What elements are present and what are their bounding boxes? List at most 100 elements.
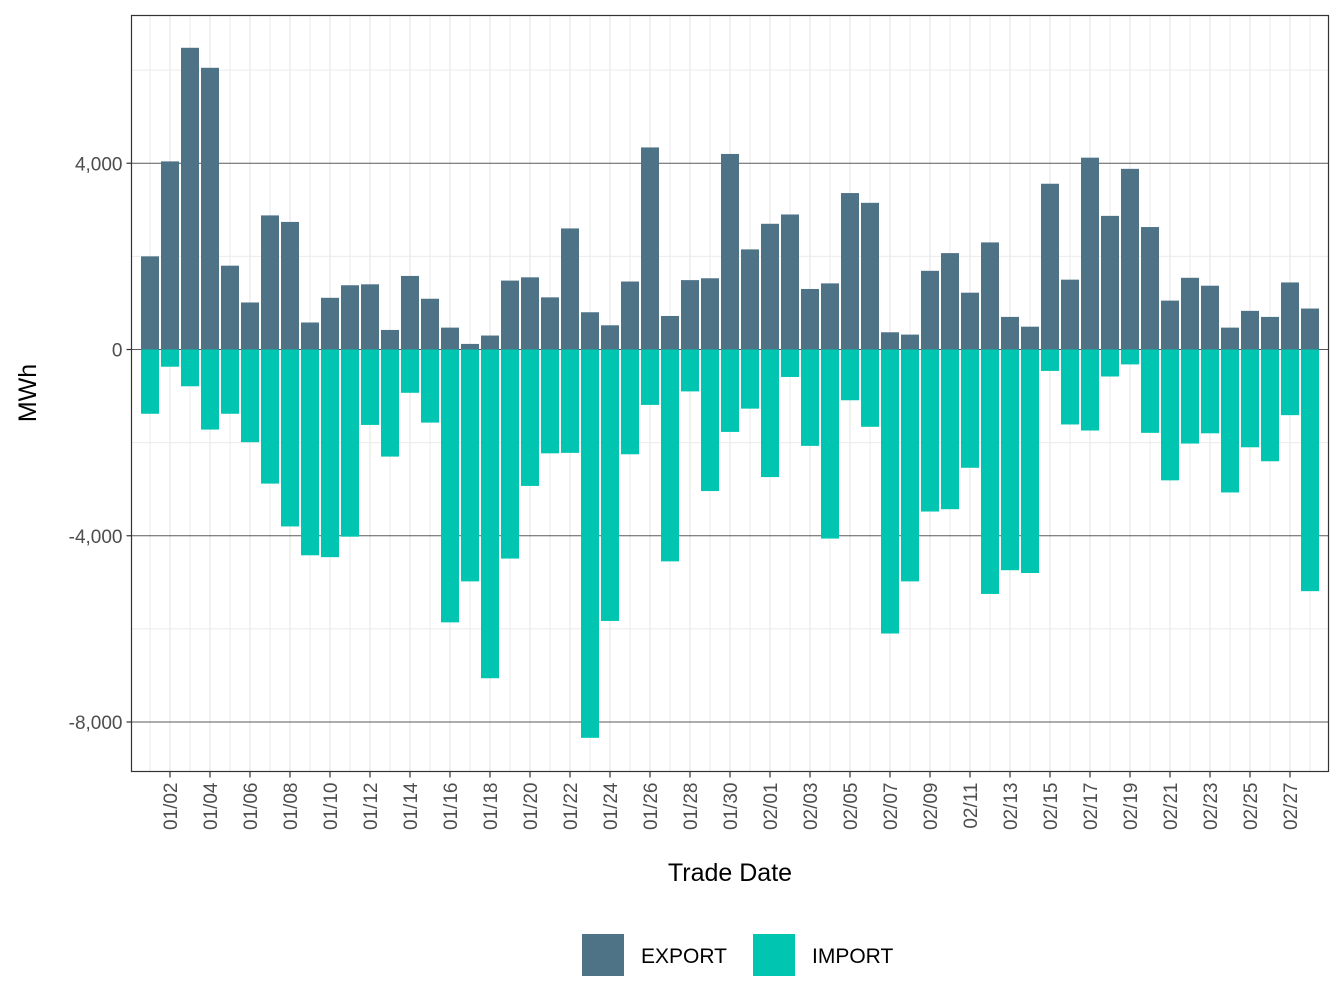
import-bar-01-09 <box>301 349 319 556</box>
import-bar-01-15 <box>421 349 439 423</box>
legend-swatch-export <box>582 934 624 976</box>
export-bar-02-16 <box>1061 279 1079 350</box>
import-bar-01-14 <box>401 349 419 393</box>
export-bar-01-13 <box>381 329 399 350</box>
import-bar-02-21 <box>1161 349 1179 481</box>
import-bar-02-01 <box>761 349 779 478</box>
y-axis: -8,000 -4,000 0 4,000 <box>69 154 132 734</box>
import-bar-02-09 <box>921 349 939 512</box>
x-tick-label: 02/25 <box>1241 783 1262 831</box>
export-bar-02-21 <box>1161 300 1179 350</box>
x-tick-label: 01/10 <box>321 783 342 831</box>
export-bar-01-10 <box>321 297 339 350</box>
export-bar-02-02 <box>781 214 799 350</box>
import-bar-01-23 <box>581 349 599 738</box>
import-bar-01-25 <box>621 349 639 455</box>
export-bar-01-09 <box>301 322 319 350</box>
import-bar-02-17 <box>1081 349 1099 431</box>
export-bar-01-22 <box>561 228 579 350</box>
import-bar-01-13 <box>381 349 399 457</box>
x-tick-label: 01/06 <box>241 783 262 831</box>
x-tick-label: 02/17 <box>1081 783 1102 831</box>
x-tick-label: 02/15 <box>1041 783 1062 831</box>
export-bar-02-05 <box>841 193 859 350</box>
import-bar-02-22 <box>1181 349 1199 444</box>
y-tick-label: -4,000 <box>69 527 123 548</box>
x-tick-label: 01/20 <box>521 783 542 831</box>
import-bar-01-16 <box>441 349 459 623</box>
export-bar-01-20 <box>521 277 539 350</box>
x-tick-label: 02/01 <box>761 783 782 831</box>
export-bar-02-17 <box>1081 157 1099 350</box>
import-bar-01-04 <box>201 349 219 430</box>
export-bar-01-03 <box>181 47 199 350</box>
x-tick-label: 02/03 <box>801 783 822 831</box>
import-bar-01-22 <box>561 349 579 453</box>
export-bar-02-11 <box>961 292 979 350</box>
x-tick-label: 01/02 <box>161 783 182 831</box>
import-bar-02-19 <box>1121 349 1139 365</box>
export-bar-01-06 <box>241 302 259 350</box>
x-tick-label: 02/09 <box>921 783 942 831</box>
x-tick-label: 02/27 <box>1281 783 1302 831</box>
export-bar-02-18 <box>1101 215 1119 350</box>
export-bar-02-23 <box>1201 285 1219 350</box>
import-bar-01-02 <box>161 349 179 367</box>
export-bar-02-20 <box>1141 227 1159 350</box>
x-tick-label: 01/22 <box>561 783 582 831</box>
import-bar-02-03 <box>801 349 819 446</box>
import-bar-01-18 <box>481 349 499 679</box>
x-tick-label: 02/13 <box>1001 783 1022 831</box>
import-bar-01-20 <box>521 349 539 486</box>
import-bar-01-31 <box>741 349 759 409</box>
import-bar-02-05 <box>841 349 859 401</box>
y-tick-label: -8,000 <box>69 713 123 734</box>
import-bar-01-11 <box>341 349 359 537</box>
x-tick-label: 01/12 <box>361 783 382 831</box>
import-bar-01-01 <box>141 349 159 414</box>
import-bar-01-05 <box>221 349 239 414</box>
export-bar-01-28 <box>681 280 699 350</box>
export-bar-02-25 <box>1241 310 1259 350</box>
import-bar-02-04 <box>821 349 839 539</box>
import-bar-01-21 <box>541 349 559 454</box>
import-bar-01-12 <box>361 349 379 425</box>
export-bar-01-19 <box>501 280 519 350</box>
import-bar-02-11 <box>961 349 979 468</box>
import-bar-01-03 <box>181 349 199 387</box>
bars <box>141 47 1319 738</box>
import-bar-02-16 <box>1061 349 1079 425</box>
export-bar-01-02 <box>161 161 179 350</box>
export-bar-02-07 <box>881 332 899 350</box>
import-bar-01-27 <box>661 349 679 562</box>
y-axis-title: MWh <box>14 364 42 422</box>
export-bar-01-27 <box>661 315 679 350</box>
export-bar-01-23 <box>581 312 599 350</box>
export-bar-01-24 <box>601 325 619 350</box>
export-bar-01-05 <box>221 265 239 350</box>
import-bar-02-10 <box>941 349 959 510</box>
export-bar-02-13 <box>1001 316 1019 350</box>
import-bar-02-02 <box>781 349 799 377</box>
import-bar-01-30 <box>721 349 739 432</box>
x-tick-label: 01/08 <box>281 783 302 831</box>
export-bar-02-14 <box>1021 326 1039 350</box>
x-tick-label: 02/05 <box>841 783 862 831</box>
export-bar-02-22 <box>1181 277 1199 350</box>
export-bar-01-01 <box>141 256 159 350</box>
x-tick-label: 01/16 <box>441 783 462 831</box>
import-bar-02-13 <box>1001 349 1019 571</box>
import-bar-02-27 <box>1281 349 1299 416</box>
import-bar-02-14 <box>1021 349 1039 573</box>
x-tick-label: 02/23 <box>1201 783 1222 831</box>
export-bar-01-17 <box>461 343 479 350</box>
export-bar-01-14 <box>401 275 419 350</box>
export-bar-02-26 <box>1261 316 1279 350</box>
export-bar-01-15 <box>421 298 439 350</box>
import-bar-02-06 <box>861 349 879 427</box>
export-bar-02-06 <box>861 202 879 350</box>
import-bar-02-23 <box>1201 349 1219 434</box>
export-bar-01-29 <box>701 278 719 350</box>
export-bar-02-28 <box>1301 308 1319 350</box>
